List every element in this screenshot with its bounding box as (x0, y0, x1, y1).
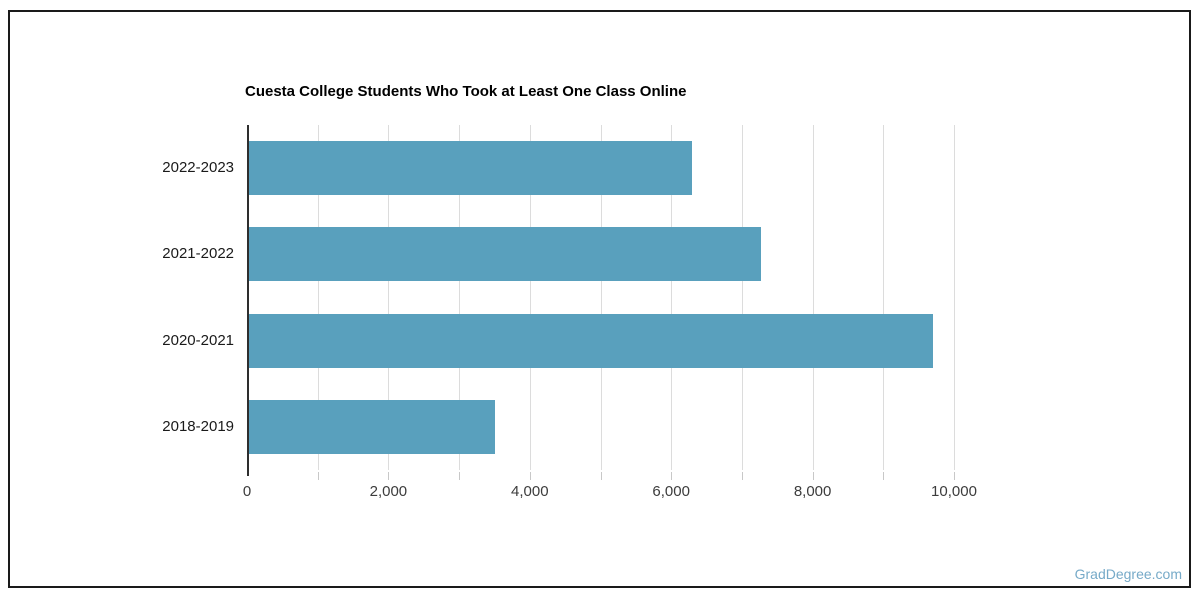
axis-tick-8000 (812, 472, 814, 480)
x-tick-label-8000: 8,000 (793, 483, 832, 500)
x-tick-label-0: 0 (242, 483, 252, 500)
axis-tick-1000 (317, 472, 319, 480)
axis-tick-7000 (741, 472, 743, 480)
gridline-6000 (671, 125, 673, 470)
axis-tick-5000 (600, 472, 602, 480)
gridline-4000 (529, 125, 531, 470)
x-tick-label-2000: 2,000 (369, 483, 408, 500)
gridline-9000 (883, 125, 885, 470)
gridline-1000 (317, 125, 319, 470)
plot-area (247, 125, 955, 480)
y-axis-line (247, 125, 249, 476)
gridline-5000 (600, 125, 602, 470)
category-label-2022-2023: 2022-2023 (162, 159, 234, 177)
x-tick-label-4000: 4,000 (511, 483, 549, 500)
bar-2018-2019[interactable] (248, 399, 496, 454)
bar-2022-2023[interactable] (248, 141, 692, 196)
watermark-link[interactable]: GradDegree.com (1074, 566, 1182, 582)
gridline-2000 (388, 125, 390, 470)
axis-tick-2000 (388, 472, 390, 480)
axis-tick-9000 (883, 472, 885, 480)
gridline-3000 (459, 125, 461, 470)
x-tick-label-10000: 10,000 (931, 483, 977, 500)
axis-tick-10000 (954, 472, 955, 480)
gridline-7000 (741, 125, 743, 470)
category-label-2018-2019: 2018-2019 (162, 417, 234, 435)
chart-title: Cuesta College Students Who Took at Leas… (245, 83, 687, 100)
x-tick-label-6000: 6,000 (652, 483, 690, 500)
gridline-10000 (954, 125, 955, 470)
bar-2021-2022[interactable] (248, 227, 761, 282)
axis-tick-6000 (671, 472, 673, 480)
axis-tick-3000 (459, 472, 461, 480)
bar-2020-2021[interactable] (248, 313, 934, 368)
chart-canvas: Cuesta College Students Who Took at Leas… (8, 10, 1191, 588)
gridline-8000 (812, 125, 814, 470)
category-label-2021-2022: 2021-2022 (162, 245, 234, 263)
category-label-2020-2021: 2020-2021 (162, 331, 234, 349)
axis-tick-4000 (529, 472, 531, 480)
